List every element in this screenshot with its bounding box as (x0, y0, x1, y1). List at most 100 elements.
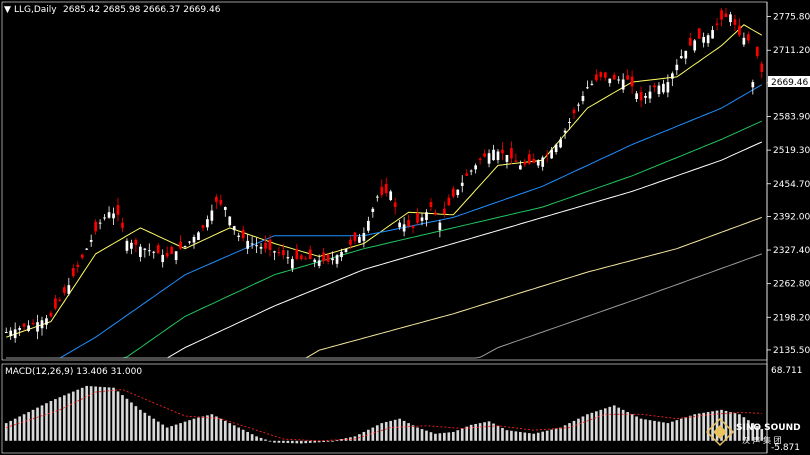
macd-histogram-bar (317, 440, 321, 443)
candle-body (755, 46, 759, 57)
macd-histogram-bar (612, 405, 616, 441)
candle (626, 69, 629, 81)
macd-histogram-bar (630, 414, 634, 441)
candle-body (125, 240, 129, 251)
candle (121, 217, 124, 233)
candle-body (411, 226, 415, 228)
macd-histogram-bar (693, 414, 697, 441)
candle (621, 73, 625, 93)
main-pane-frame (1, 1, 768, 361)
candle-body (635, 93, 638, 100)
macd-histogram-bar (648, 420, 652, 441)
macd-histogram-bar (85, 385, 89, 441)
candle (760, 61, 764, 79)
macd-histogram-bar (599, 409, 603, 441)
candle-body (545, 154, 549, 156)
candle (393, 197, 397, 215)
price-tick-label: 2262.80 (773, 280, 810, 290)
candle-body (317, 260, 321, 266)
macd-histogram-bar (156, 421, 160, 441)
candle-body (282, 249, 285, 256)
candle-body (161, 254, 165, 263)
candle (545, 150, 549, 163)
candle-body (393, 202, 397, 208)
candle (747, 31, 750, 44)
candle (559, 136, 562, 149)
candle (112, 207, 115, 226)
candle (572, 106, 576, 120)
candle (755, 46, 759, 59)
candle-body (420, 217, 424, 221)
macd-histogram-bar (228, 423, 232, 441)
candle-body (80, 254, 84, 258)
candle (715, 17, 719, 31)
candle (367, 216, 370, 233)
macd-histogram-bar (568, 423, 571, 441)
candle-body (107, 212, 111, 218)
macd-histogram-bar (425, 430, 428, 441)
macd-histogram-bar (80, 387, 84, 441)
candle-body (362, 233, 366, 241)
macd-histogram-bar (380, 423, 384, 441)
macd-histogram-bar (465, 426, 469, 441)
macd-histogram-bar (304, 440, 308, 444)
candle (729, 11, 732, 27)
candle (98, 219, 102, 230)
macd-histogram-bar (639, 418, 643, 441)
macd-histogram-bar (443, 432, 446, 441)
candle-body (443, 208, 446, 214)
candle-body (259, 246, 263, 249)
candle (13, 322, 17, 343)
logo-diamond-inner-icon (713, 425, 727, 439)
macd-histogram-bar (666, 423, 670, 441)
candle (563, 128, 567, 139)
macd-histogram-bar (183, 421, 187, 441)
macd-layer (4, 385, 764, 444)
macd-min-label: -5.871 (771, 443, 800, 453)
price-tick-label: 2454.70 (773, 180, 810, 190)
candle (139, 243, 142, 262)
candle (657, 82, 661, 98)
macd-histogram-bar (469, 424, 473, 441)
price-tick-label: 2583.90 (773, 112, 810, 122)
candle (94, 219, 97, 235)
current-price-label: 2669.46 (771, 78, 808, 88)
macd-histogram-bar (268, 440, 272, 442)
candle-body (286, 257, 290, 259)
macd-histogram-bar (595, 411, 598, 441)
macd-histogram-bar (367, 429, 370, 441)
candle (250, 236, 254, 249)
candle (206, 215, 209, 231)
macd-histogram-bar (340, 439, 343, 441)
candle (183, 245, 187, 249)
macd-histogram-bar (259, 437, 263, 441)
candle-body (738, 25, 741, 36)
candle (241, 225, 245, 242)
candle (733, 14, 737, 31)
macd-histogram-bar (219, 418, 223, 441)
candle (22, 322, 26, 331)
candle-body (197, 232, 200, 240)
macd-histogram-bar (277, 440, 281, 443)
candle-body (9, 330, 13, 337)
candle-body (121, 222, 124, 228)
candle-body (595, 74, 598, 81)
candle-body (438, 222, 442, 231)
candle (666, 74, 670, 98)
candle (398, 219, 401, 230)
candle (18, 325, 21, 337)
candle (653, 82, 656, 93)
candle-body (724, 13, 728, 18)
candle (308, 245, 312, 260)
candle (608, 78, 612, 87)
candle (724, 8, 728, 18)
candle-body (425, 212, 428, 221)
macd-histogram-bar (715, 410, 719, 441)
candle-body (255, 245, 258, 247)
macd-histogram-bar (536, 432, 540, 441)
macd-histogram-bar (67, 393, 71, 441)
macd-histogram-bar (697, 413, 701, 441)
macd-histogram-bar (590, 412, 594, 441)
dropdown-triangle-icon[interactable]: ▼ (4, 5, 11, 15)
